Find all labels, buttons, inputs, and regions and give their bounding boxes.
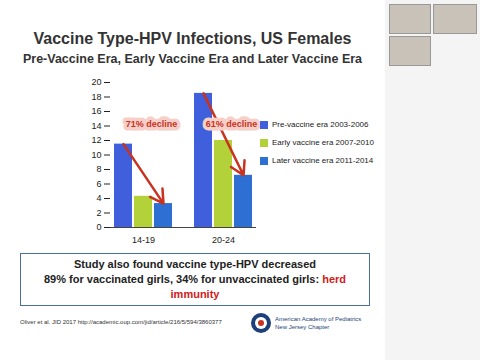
svg-text:61% decline: 61% decline [206,119,258,129]
html-text:Early vaccine era 2007-2010: Early vaccine era 2007-2010 [272,138,374,147]
html-text:American Academy of Pediatrics: American Academy of Pediatrics [275,316,362,322]
html-text:Pre-Vaccine Era, Early Vaccine: Pre-Vaccine Era, Early Vaccine Era and L… [23,52,362,66]
svg-text:10: 10 [91,150,101,160]
svg-text:0: 0 [96,222,101,232]
svg-text:8: 8 [96,164,101,174]
html-text:89% for vaccinated girls, 34%: 89% for vaccinated girls, 34% for unvacc… [44,273,346,300]
svg-text:71% decline: 71% decline [126,119,178,129]
svg-text:14-19: 14-19 [132,235,155,245]
svg-text:14: 14 [91,121,101,131]
svg-text:2: 2 [96,208,101,218]
html-text:Vaccine Type-HPV Infections, U: Vaccine Type-HPV Infections, US Females [33,30,352,47]
html-text:New Jersey Chapter: New Jersey Chapter [275,324,330,330]
html-text:Study also found vaccine type-: Study also found vaccine type-HPV decrea… [74,258,316,270]
svg-text:6: 6 [96,179,101,189]
svg-text:20: 20 [91,77,101,87]
svg-text:18: 18 [91,92,101,102]
svg-text:12: 12 [91,135,101,145]
svg-text:4: 4 [96,193,101,203]
html-text:Oliver et al. JID 2017 http://: Oliver et al. JID 2017 http://academic.o… [20,319,222,325]
svg-text:16: 16 [91,106,101,116]
svg-text:20-24: 20-24 [212,235,235,245]
html-text:Later vaccine era 2011-2014: Later vaccine era 2011-2014 [272,156,374,165]
html-text:Pre-vaccine era 2003-2006: Pre-vaccine era 2003-2006 [272,120,369,129]
